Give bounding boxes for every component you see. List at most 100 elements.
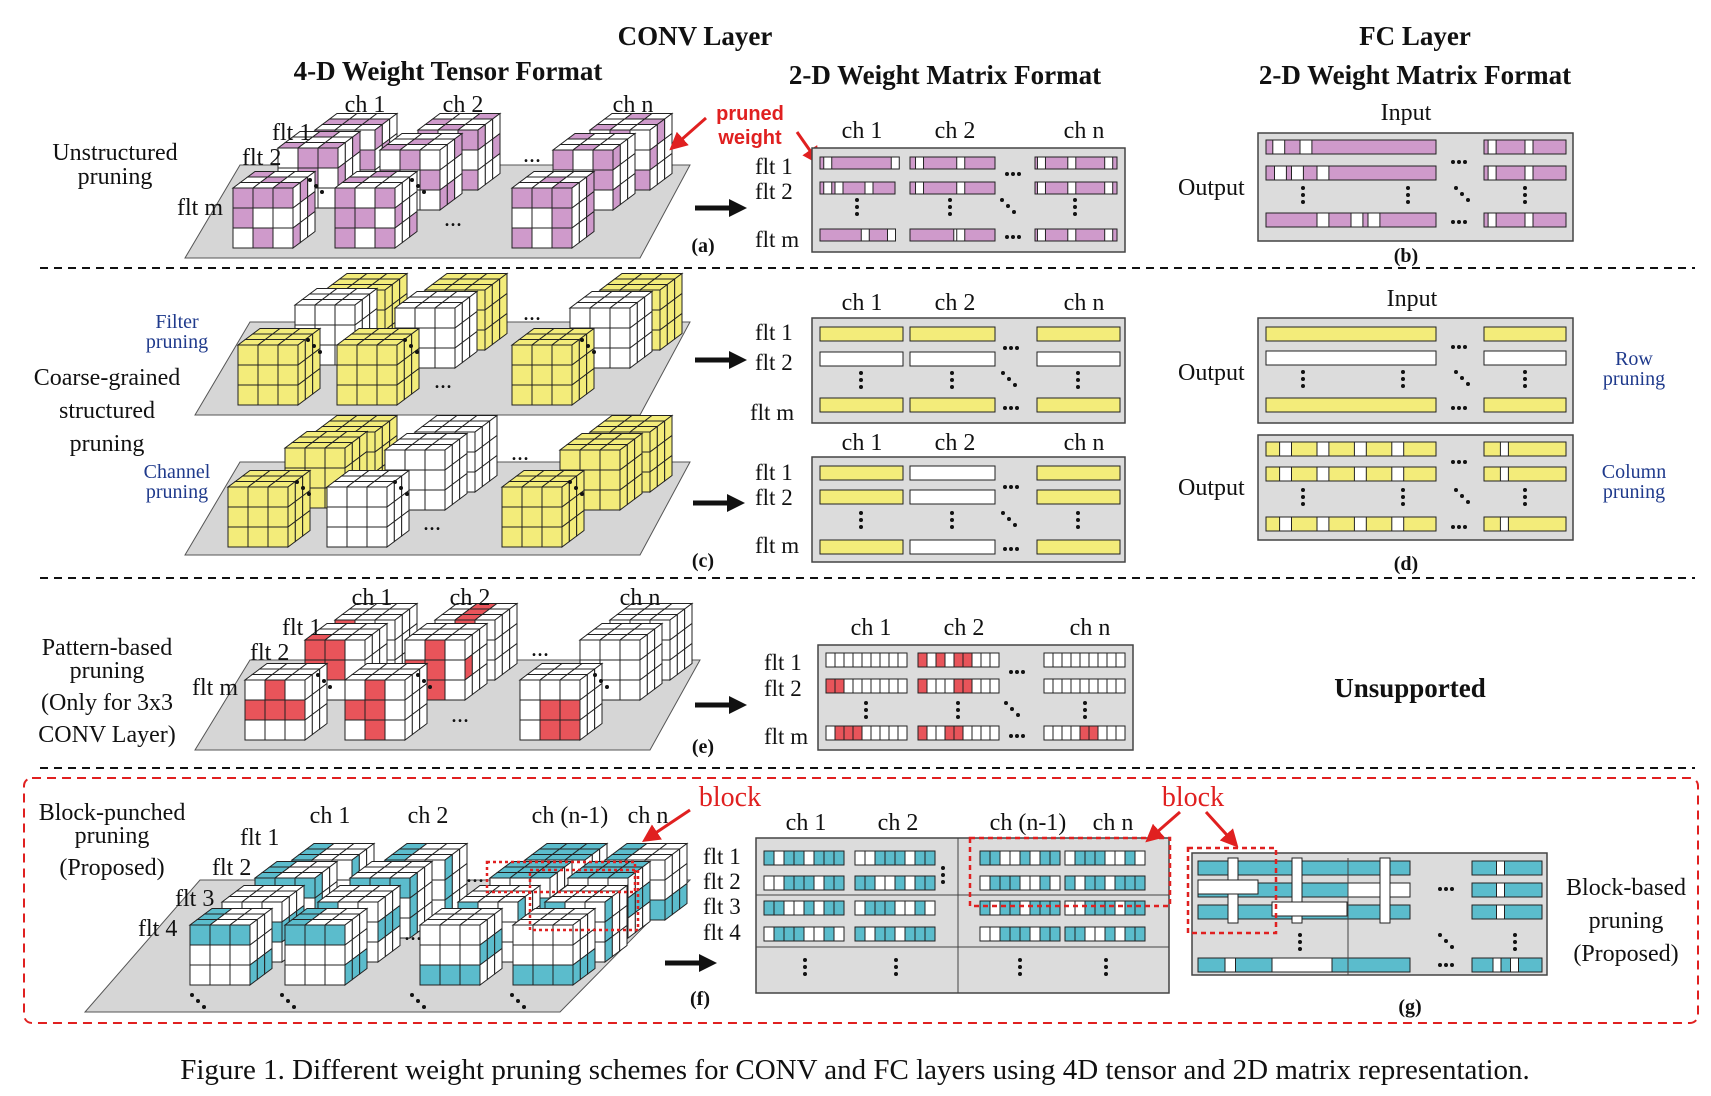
- horizontal-dot: [1003, 346, 1007, 350]
- vertical-dot: [864, 715, 868, 719]
- matrix-e-ch2: ch 2: [944, 615, 985, 641]
- matrix-c1-fltm: flt m: [750, 400, 794, 425]
- weight-cell: [803, 850, 815, 866]
- horizontal-dot: [1457, 406, 1461, 410]
- weight-cell: [1070, 678, 1081, 694]
- ellipsis-e1: ...: [531, 636, 549, 662]
- cube-front-cell: [419, 924, 441, 946]
- cube-front-cell: [272, 187, 294, 209]
- arrow-head: [729, 199, 747, 217]
- weight-cell: [904, 900, 916, 916]
- cube-front-cell: [532, 964, 554, 986]
- weight-row-bar: [909, 489, 996, 505]
- weight-cell: [1104, 850, 1116, 866]
- weight-row-bar: [1265, 326, 1437, 342]
- weight-cell: [793, 926, 805, 942]
- cube-front-cell: [334, 187, 356, 209]
- pruned-cell: [1104, 181, 1114, 195]
- row-pruning-label-1: Row: [1615, 348, 1653, 370]
- cube-front-cell: [424, 639, 446, 661]
- weight-row-bar: [1265, 397, 1437, 413]
- weight-cell: [793, 850, 805, 866]
- tensor-f-chn: ch n: [628, 803, 669, 829]
- pattern-label-2: pruning: [70, 658, 145, 684]
- weight-cell: [870, 678, 881, 694]
- pruned-column: [1379, 857, 1391, 924]
- diagonal-dot: [1004, 701, 1008, 705]
- weight-cell: [1124, 875, 1136, 891]
- cube-front-cell: [579, 449, 601, 471]
- cube-front-cell: [512, 944, 534, 966]
- cube-side-cell: [319, 702, 328, 730]
- fc-d-output-2: Output: [1178, 475, 1245, 501]
- vertical-dot: [1301, 186, 1305, 190]
- cube-front-cell: [394, 307, 416, 329]
- cube-side-cell: [392, 924, 401, 952]
- weight-cell: [1079, 652, 1090, 668]
- conv-2d-header: 2-D Weight Matrix Format: [789, 60, 1101, 90]
- cube-front-cell: [539, 699, 561, 721]
- matrix-c2-flt2: flt 2: [755, 485, 793, 510]
- cube-front-cell: [346, 486, 368, 508]
- weight-cell: [944, 652, 955, 668]
- vertical-dot: [1406, 200, 1410, 204]
- cube-front-cell: [284, 447, 306, 469]
- arrow-head: [727, 494, 745, 512]
- cube-front-cell: [232, 207, 254, 229]
- vertical-dot: [1401, 370, 1405, 374]
- matrix-a-ch2: ch 2: [935, 118, 976, 144]
- cube-front-cell: [354, 227, 376, 249]
- weight-cell: [1052, 652, 1063, 668]
- pruned-cell: [860, 228, 870, 242]
- cube-front-cell: [579, 639, 601, 661]
- cube-side-cell: [674, 312, 683, 341]
- vertical-dot: [1513, 933, 1517, 937]
- cube-side-cell: [594, 702, 603, 731]
- fc-d-input: Input: [1387, 286, 1438, 312]
- cube-front-cell: [376, 344, 398, 366]
- filter-cube: [510, 170, 596, 250]
- pruned-cell: [1067, 181, 1077, 195]
- weight-cell: [926, 652, 937, 668]
- cube-side-cell: [684, 642, 693, 671]
- pruned-cell: [1391, 441, 1405, 457]
- weight-cell: [962, 678, 973, 694]
- weight-cell: [1088, 652, 1099, 668]
- horizontal-dot: [1457, 160, 1461, 164]
- cube-front-cell: [317, 147, 339, 169]
- vertical-dot: [1523, 370, 1527, 374]
- cube-front-cell: [336, 364, 358, 386]
- weight-cell: [924, 900, 936, 916]
- vertical-dot: [1523, 193, 1527, 197]
- weight-cell: [897, 678, 908, 694]
- weight-cell: [944, 725, 955, 741]
- pruned-cell: [890, 156, 900, 170]
- cube-front-cell: [552, 924, 574, 946]
- weight-cell: [897, 725, 908, 741]
- tensor-a-ch1: ch 1: [345, 92, 386, 118]
- weight-cell: [833, 900, 845, 916]
- weight-cell: [864, 900, 876, 916]
- diagonal-dot: [1006, 204, 1010, 208]
- weight-cell: [1064, 875, 1076, 891]
- cube-side-cell: [664, 152, 673, 181]
- cube-side-cell: [576, 509, 585, 538]
- bars-a: [819, 156, 1118, 242]
- vertical-dot: [941, 873, 945, 877]
- weight-cell: [1124, 850, 1136, 866]
- weight-row-bar: [909, 326, 996, 342]
- weight-cell: [1052, 725, 1063, 741]
- weight-row-bar: [819, 351, 904, 367]
- horizontal-dot: [1003, 547, 1007, 551]
- weight-cell: [999, 926, 1011, 942]
- filter-pruning-label-2: pruning: [146, 331, 208, 353]
- weight-cell: [1074, 900, 1086, 916]
- cube-front-cell: [229, 944, 251, 966]
- weight-cell: [833, 926, 845, 942]
- weight-cell: [1039, 926, 1051, 942]
- weight-row-bar: [1036, 465, 1121, 481]
- pruned-weight-label-1: pruned: [716, 103, 784, 125]
- matrix-f-ch1: ch 1: [786, 810, 827, 836]
- vertical-dot: [950, 525, 954, 529]
- vertical-dot: [1018, 965, 1022, 969]
